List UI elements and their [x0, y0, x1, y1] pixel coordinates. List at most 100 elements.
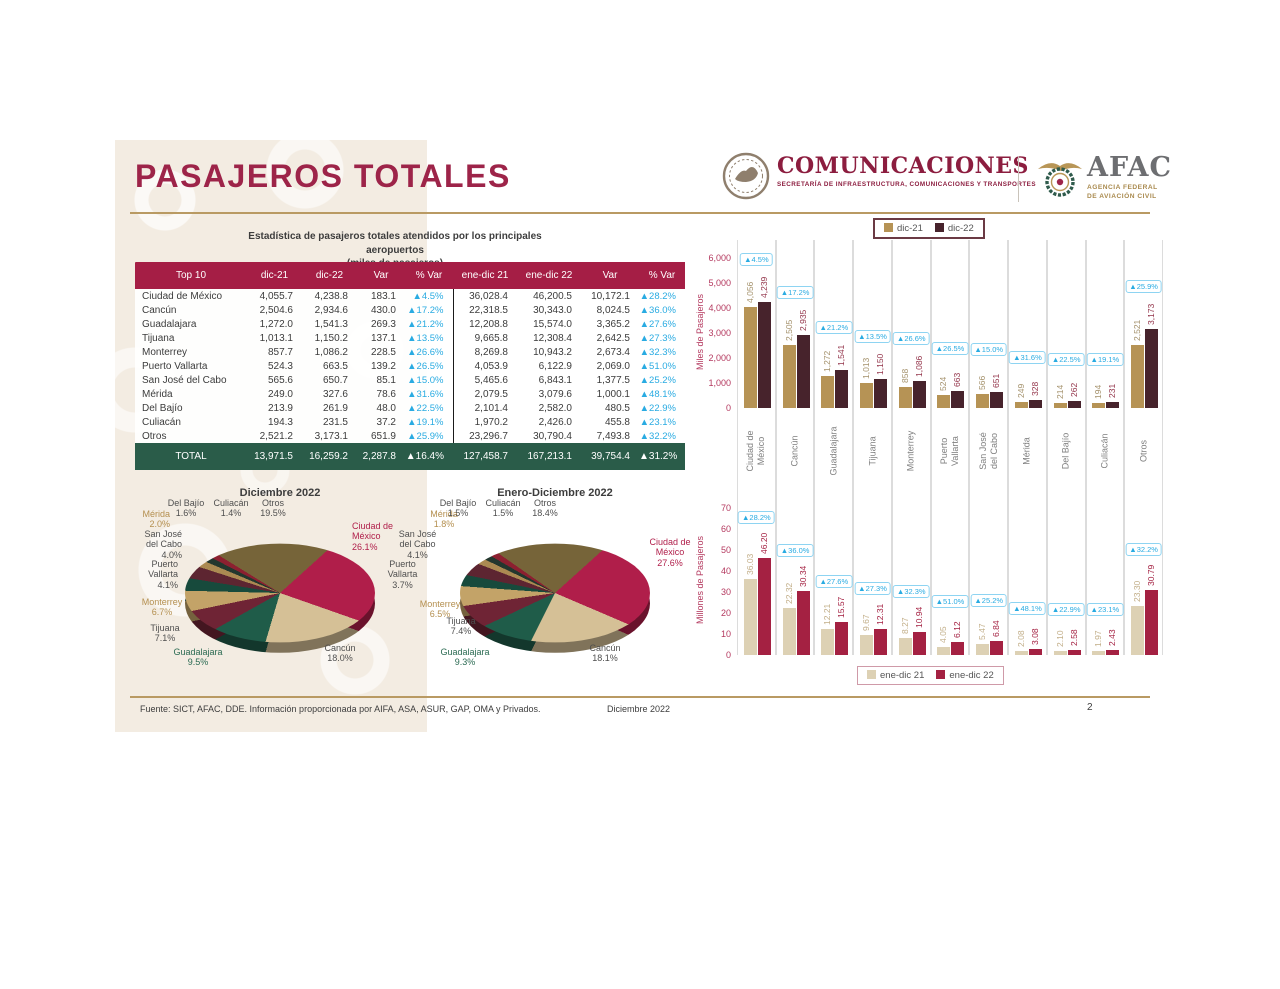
category-label-segment: Monterrey	[893, 408, 930, 493]
category-label: Del Bajío	[1060, 432, 1071, 469]
table-cell: 1,272.0	[247, 317, 302, 331]
table-cell: ▲27.6%	[639, 317, 685, 331]
bar-dic-21	[976, 393, 990, 408]
table-row: San José del Cabo 565.6 650.7 85.1 ▲15.0% 5,4…	[135, 373, 685, 387]
table-cell: 650.7	[302, 373, 357, 387]
category-label-segment: Cancún	[777, 408, 814, 493]
bar-ene-dic21	[860, 634, 874, 655]
bar-value-label: 6.12	[952, 621, 963, 639]
bar-value-label: 1,150	[875, 353, 886, 376]
bar-ene-dic21	[1131, 606, 1145, 655]
legend-item: ene-dic 21	[867, 670, 924, 681]
table-cell: ▲48.1%	[639, 387, 685, 401]
bar-ene-dic21	[976, 643, 990, 655]
category-column: 194 231 ▲19.1% Culiacán 1.97 2.43 ▲23.1%	[1085, 240, 1125, 655]
bar-value-label: 1,541	[836, 344, 847, 366]
bar-ene-dic22	[1067, 649, 1081, 655]
bar-charts-region: 4,056 4,239 ▲4.5% Ciudad de México 36.03 46.2…	[685, 235, 1165, 660]
bar-dic-21	[782, 345, 796, 408]
var-badge: ▲48.1%	[1009, 601, 1046, 615]
table-cell: 23,296.7	[453, 429, 517, 443]
table-body: Ciudad de México 4,055.7 4,238.8 183.1 ▲4.5%…	[135, 289, 685, 443]
table-row: Culiacán 194.3 231.5 37.2 ▲19.1% 1,970.2 2,426…	[135, 415, 685, 429]
pie-pie-dic	[185, 543, 375, 643]
var-badge: ▲21.2%	[815, 320, 853, 334]
table-cell: ▲19.1%	[405, 415, 454, 429]
table-cell: 1,541.3	[302, 317, 357, 331]
var-badge: ▲13.5%	[854, 330, 891, 344]
table-cell: 8,269.8	[453, 345, 517, 359]
category-label-segment: Puerto Vallarta	[932, 408, 969, 493]
bar-value-label: 1,272	[822, 350, 833, 373]
airport-name: San José del Cabo	[135, 373, 247, 387]
table-row: Otros 2,521.2 3,173.1 651.9 ▲25.9% 23,296.7 30…	[135, 429, 685, 443]
table-cell: 137.1	[357, 331, 405, 345]
bar-dic-22	[1067, 401, 1081, 408]
bar-value-label: 858	[899, 368, 910, 383]
enedic-chart-segment: 12.21 15.57 ▲27.6%	[815, 508, 853, 655]
table-row: Mérida 249.0 327.6 78.6 ▲31.6% 2,079.5 3,079.6…	[135, 387, 685, 401]
bar-value-label: 2,521	[1132, 319, 1143, 341]
category-label: Guadalajara	[828, 425, 839, 476]
table-cell: 1,377.5	[581, 373, 639, 387]
table-cell: 261.9	[302, 401, 357, 415]
dic-chart-segment: 524 663 ▲26.5%	[931, 240, 969, 408]
bar-value-label: 3,173	[1146, 303, 1157, 325]
bar-value-label: 1.97	[1093, 630, 1104, 647]
comunicaciones-subtitle: SECRETARÍA DE INFRAESTRUCTURA, COMUNICAC…	[777, 181, 1036, 188]
enedic-chart-segment: 36.03 46.20 ▲28.2%	[738, 508, 775, 655]
bar-ene-dic21	[1014, 650, 1028, 655]
table-cell: 1,086.2	[302, 345, 357, 359]
bar-value-label: 30.79	[1146, 565, 1157, 587]
y-tick: 0	[725, 649, 731, 660]
table-cell: 213.9	[247, 401, 302, 415]
table-cell: 2,934.6	[302, 303, 357, 317]
table-cell: 2,079.5	[453, 387, 517, 401]
bar-value-label: 4,239	[758, 276, 769, 298]
bar-value-label: 4.05	[938, 625, 949, 643]
table-cell: 4,055.7	[247, 289, 302, 303]
bar-value-label: 12.31	[875, 603, 886, 626]
enedic-chart-segment: 2.10 2.58 ▲22.9%	[1047, 508, 1085, 655]
category-label: Puerto Vallarta	[939, 435, 960, 466]
y-axis-title-dic: Miles de Pasajeros	[695, 293, 705, 371]
table-cell: 85.1	[357, 373, 405, 387]
category-label: Otros	[1138, 439, 1149, 462]
bar-dic-22	[757, 302, 771, 408]
table-header-cell: % Var	[405, 262, 453, 289]
table-cell: 12,308.4	[517, 331, 581, 345]
bar-ene-dic21	[898, 637, 912, 655]
category-column: 1,272 1,541 ▲21.2% Guadalajara 12.21 15.57 ▲27…	[814, 240, 854, 655]
bar-value-label: 566	[977, 375, 988, 390]
pie-slice-label: Monterrey 6.7%	[141, 597, 183, 618]
table-header-cell: ene-dic 21	[453, 262, 517, 289]
afac-title: AFAC	[1087, 152, 1172, 183]
bar-ene-dic22	[757, 558, 771, 655]
bar-value-label: 262	[1068, 383, 1079, 398]
table-header-cell: Var	[357, 262, 405, 289]
dic-chart-segment: 214 262 ▲22.5%	[1047, 240, 1085, 408]
bar-value-label: 10.94	[913, 606, 924, 628]
airport-name: Mérida	[135, 387, 247, 401]
airport-name: Guadalajara	[135, 317, 247, 331]
bar-dic-21	[937, 394, 951, 408]
footer-rule	[130, 696, 1150, 698]
afac-logo: AFAC AGENCIA FEDERAL DE AVIACIÓN CIVIL	[1087, 152, 1172, 201]
var-badge: ▲32.3%	[892, 585, 930, 598]
enedic-chart-segment: 22.32 30.34 ▲36.0%	[776, 508, 814, 655]
table-cell: 30,790.4	[517, 429, 581, 443]
pie-slice-label: Ciudad de México 27.6%	[649, 537, 691, 568]
table-cell: 2,426.0	[517, 415, 581, 429]
y-tick: 70	[720, 502, 731, 513]
category-label: Mérida	[1022, 436, 1033, 465]
bar-ene-dic21	[1053, 650, 1067, 655]
table-cell: ▲51.0%	[639, 359, 685, 373]
slide: PASAJEROS TOTALES COMUNICACIONES SECRETA…	[115, 140, 1171, 732]
table-cell: 78.6	[357, 387, 405, 401]
table-cell: 30,343.0	[517, 303, 581, 317]
bar-ene-dic22	[796, 591, 810, 655]
table-cell: ▲22.9%	[639, 401, 685, 415]
bar-dic-22	[951, 391, 965, 408]
var-badge: ▲25.9%	[1125, 279, 1162, 293]
table-cell: 10,943.2	[517, 345, 581, 359]
